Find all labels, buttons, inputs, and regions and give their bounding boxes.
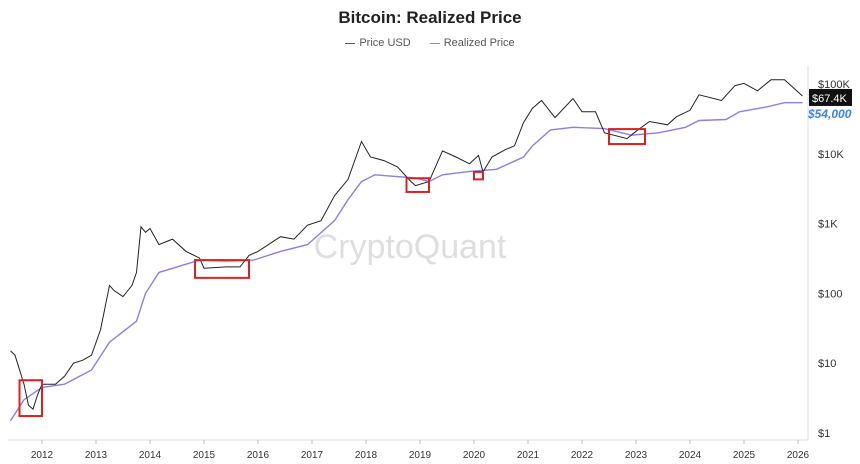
highlight-box: [473, 170, 484, 181]
y-tick-label: $100K: [818, 79, 850, 91]
chart-title: Bitcoin: Realized Price: [338, 8, 522, 27]
price-usd-line: [10, 79, 803, 410]
y-tick-label: $10K: [818, 149, 844, 161]
y-tick-label: $100: [818, 288, 842, 300]
price-last-value-badge: [809, 88, 852, 106]
x-tick-label: 2025: [733, 450, 756, 461]
x-tick-label: 2014: [139, 450, 162, 461]
x-tick-label: 2023: [625, 450, 648, 461]
x-tick-label: 2017: [301, 450, 324, 461]
legend-label-realized: Realized Price: [443, 37, 515, 49]
legend-item-price[interactable]: Price USD: [345, 37, 411, 49]
price-last-value-label: $67.4K: [812, 93, 848, 105]
x-tick-label: 2019: [409, 450, 432, 461]
x-tick-label: 2020: [463, 450, 486, 461]
x-tick-label: 2013: [85, 450, 108, 461]
x-tick-label: 2016: [247, 450, 270, 461]
legend-item-realized[interactable]: Realized Price: [429, 37, 515, 49]
highlight-box: [194, 259, 250, 279]
x-tick-label: 2015: [193, 450, 216, 461]
x-tick-label: 2012: [31, 450, 54, 461]
realized-last-value-label: $54,000: [807, 107, 852, 121]
highlight-box: [405, 177, 430, 193]
highlight-box: [18, 379, 43, 418]
y-tick-label: $1K: [818, 219, 838, 231]
highlight-box: [608, 128, 646, 146]
x-tick-label: 2026: [787, 450, 810, 461]
legend: Price USD Realized Price: [0, 37, 860, 49]
legend-swatch-realized: [429, 42, 440, 44]
x-tick-label: 2021: [517, 450, 540, 461]
x-tick-label: 2024: [679, 450, 702, 461]
legend-label-price: Price USD: [359, 37, 411, 49]
watermark: CryptoQuant: [314, 228, 507, 266]
legend-swatch-price: [345, 42, 356, 44]
y-tick-label: $1: [818, 428, 830, 440]
x-tick-label: 2022: [571, 450, 594, 461]
x-tick-label: 2018: [355, 450, 378, 461]
y-tick-label: $10: [818, 358, 836, 370]
